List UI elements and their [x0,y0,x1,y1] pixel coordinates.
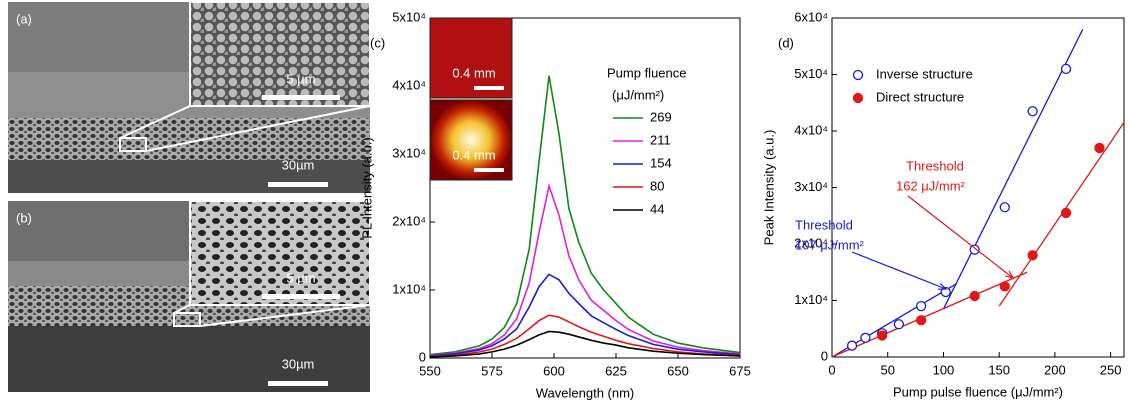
annotation: Threshold [906,158,964,173]
x-axis-title: Pump pulse fluence (μJ/mm²) [893,384,1063,399]
legend-marker [852,92,864,104]
x-tick-label: 150 [988,362,1010,377]
legend-label: 44 [650,201,664,216]
y-tick-label: 4x10⁴ [794,122,828,137]
legend-subtitle: (μJ/mm²) [612,87,664,102]
annotation-arrow [907,195,1014,279]
y-tick-label: 1x10⁴ [794,292,828,307]
x-tick-label: 550 [419,363,441,378]
inset-scale: 0.4 mm [452,65,495,80]
sem-image-b: (b) 5 µm 30µm [8,200,371,392]
data-point [1027,250,1038,261]
y-axis-title: PL Intensity (a.u.) [359,137,374,238]
panel-label: (a) [16,11,32,26]
spectrum-line [429,273,741,357]
x-tick-label: 600 [543,363,565,378]
legend-marker [852,69,864,81]
legend-label: 211 [650,132,671,147]
data-point [999,281,1010,292]
data-point [1027,106,1038,117]
x-tick-label: 675 [729,363,751,378]
annotation: Threshold [795,217,853,232]
y-tick-label: 2x10⁴ [392,213,426,228]
panel-label: (b) [16,210,32,225]
y-tick-label: 3x10⁴ [794,179,828,194]
legend-label: 154 [650,155,672,170]
inset-image [429,17,513,99]
inset-image [429,99,513,181]
spectrum-line [429,330,741,358]
scale-label: 30µm [282,356,315,371]
data-point [893,319,905,330]
spectrum-line [429,75,741,356]
spectrum-line [429,314,741,358]
y-tick-label: 0 [821,348,828,363]
data-point [916,300,927,312]
arrow-head [937,282,948,290]
legend-label: Direct structure [876,89,964,104]
annotation: 107 μJ/mm² [795,237,865,252]
data-point [1094,142,1105,154]
x-tick-label: 575 [481,363,503,378]
y-tick-label: 0 [419,349,426,364]
x-tick-label: 650 [667,363,689,378]
scale-label: 30µm [282,157,315,172]
scale-bar [474,86,504,90]
legend-label: Inverse structure [876,66,973,81]
inset-scale: 5 µm [286,270,315,285]
x-tick-label: 250 [1100,362,1122,377]
spectrum-line [429,182,741,357]
y-tick-label: 5x10⁴ [392,9,426,24]
x-tick-label: 100 [933,362,955,377]
inset-scale: 5 µm [286,71,315,86]
annotation: 162 μJ/mm² [896,178,966,193]
panel-label: (c) [370,35,385,50]
data-point [1060,63,1072,74]
legend-label: 269 [650,109,672,124]
scale-bar [474,168,504,172]
data-point [969,244,980,255]
annotation-arrow [851,251,947,290]
data-point [860,332,871,343]
inset-scale: 0.4 mm [452,147,495,162]
y-tick-label: 2x10⁴ [794,235,828,250]
data-point [940,286,951,298]
data-point [916,315,927,326]
panel-label: (d) [778,35,794,50]
data-point [877,330,888,341]
y-tick-label: 4x10⁴ [392,77,426,92]
x-tick-label: 200 [1044,362,1066,377]
arrow-head [1005,270,1015,279]
y-axis-title: Peak Intensity (a.u.) [761,130,776,246]
legend-label: 80 [650,178,664,193]
sem-image-a: (a) 5 µm 30µm [8,1,371,193]
data-point [1060,207,1072,219]
legend-title: Pump fluence [607,65,687,80]
data-point [999,202,1010,213]
data-point [969,290,980,302]
plot-frame [429,17,741,359]
y-tick-label: 3x10⁴ [392,145,426,160]
x-tick-label: 625 [605,363,627,378]
y-tick-label: 5x10⁴ [794,66,828,81]
y-tick-label: 6x10⁴ [794,9,828,24]
x-axis-title: Wavelength (nm) [536,385,635,400]
fit-line [942,29,1084,310]
x-tick-label: 0 [828,362,835,377]
x-tick-label: 50 [880,362,894,377]
fit-line [831,271,1028,358]
data-point [846,340,858,351]
y-tick-label: 1x10⁴ [392,281,426,296]
